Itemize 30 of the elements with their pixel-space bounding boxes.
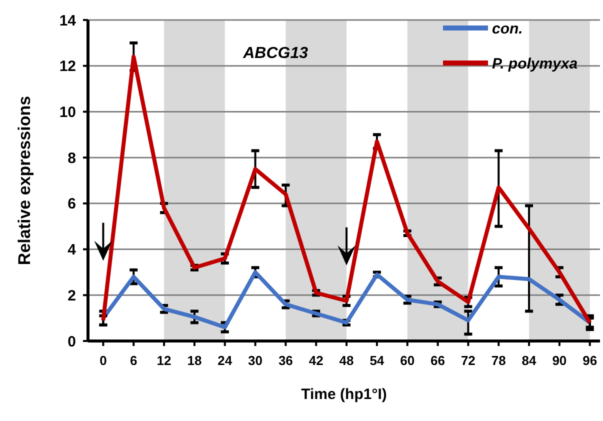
- y-tick-label: 12: [59, 58, 76, 76]
- x-tick-label: 36: [278, 353, 293, 368]
- legend-label: con.: [492, 20, 523, 38]
- x-tick-label: 48: [339, 353, 354, 368]
- x-tick-label: 24: [218, 353, 233, 368]
- y-tick-label: 2: [68, 287, 76, 304]
- x-tick-label: 18: [187, 353, 202, 368]
- legend-label: P. polymyxa: [492, 55, 578, 72]
- y-tick-label: 14: [59, 12, 77, 30]
- x-axis-title: Time (hp1°I): [301, 386, 387, 403]
- y-tick-label: 8: [68, 150, 76, 167]
- x-tick-label: 66: [430, 353, 446, 368]
- x-tick-label: 84: [522, 353, 538, 368]
- y-tick-label: 6: [68, 196, 76, 213]
- x-tick-label: 12: [156, 353, 172, 368]
- x-tick-label: 90: [552, 353, 567, 368]
- y-axis-title: Relative expressions: [15, 96, 34, 266]
- y-tick-label: 4: [68, 242, 77, 259]
- x-tick-label: 78: [491, 353, 506, 368]
- x-tick-label: 54: [370, 353, 385, 368]
- x-tick-label: 96: [582, 353, 598, 368]
- x-tick-label: 72: [460, 353, 476, 368]
- x-tick-label: 0: [100, 353, 107, 368]
- x-tick-label: 60: [400, 353, 415, 368]
- x-tick-label: 30: [248, 353, 263, 368]
- y-tick-label: 0: [68, 333, 76, 350]
- y-tick-label: 10: [59, 104, 76, 121]
- x-tick-label: 6: [130, 353, 138, 368]
- x-tick-label: 42: [308, 353, 324, 368]
- annotation: ABCG13: [242, 45, 308, 62]
